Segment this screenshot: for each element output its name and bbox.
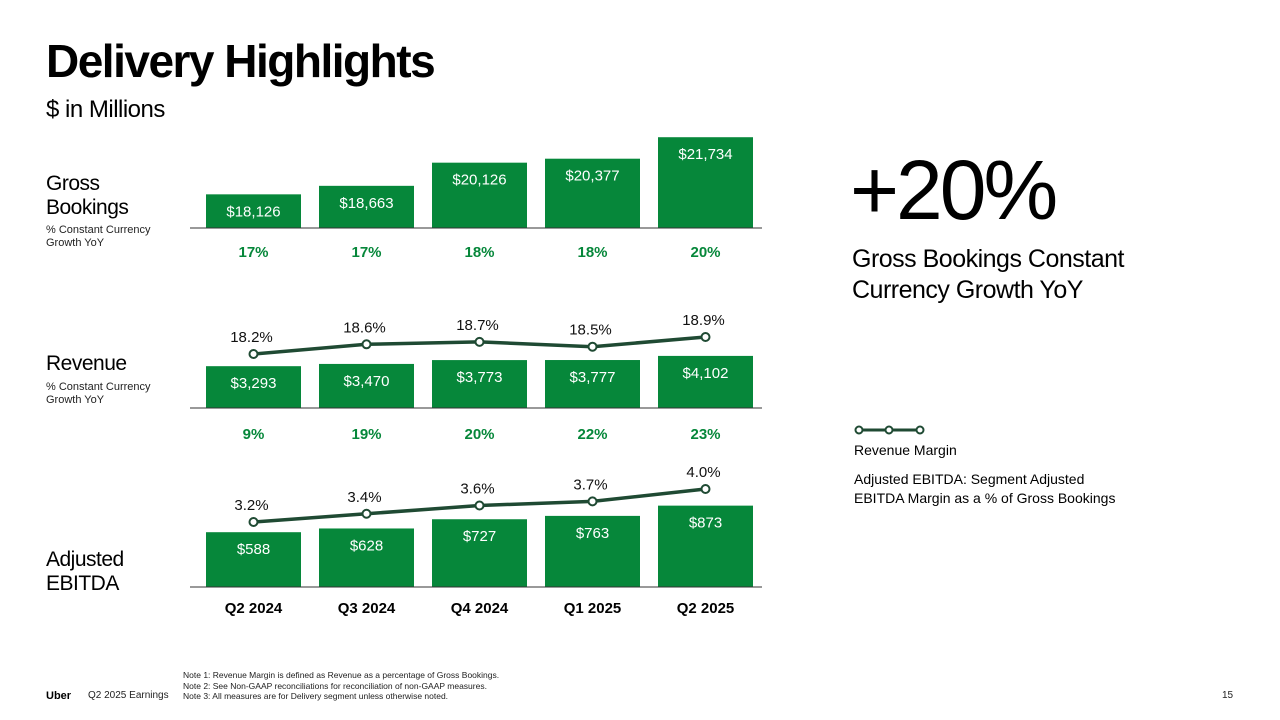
adjusted-ebitda-label: Adjusted EBITDA <box>46 548 124 595</box>
gross-bookings-value-label: $18,126 <box>226 203 280 220</box>
revenue-bar <box>545 360 640 408</box>
revenue-bar <box>319 363 414 408</box>
revenue-growth-label: 23% <box>690 426 720 443</box>
ebitda-margin-label: 3.2% <box>234 497 268 514</box>
revenue-growth-label: 19% <box>351 426 381 443</box>
gross-bookings-growth-label: 20% <box>690 244 720 261</box>
ebitda-margin-point <box>248 517 259 527</box>
gross-bookings-growth-label: 18% <box>464 244 494 261</box>
ebitda-margin-point <box>474 500 485 511</box>
ebitda-bar <box>206 532 301 587</box>
ebitda-value-label: $763 <box>576 525 609 542</box>
ebitda-value-label: $588 <box>237 541 270 558</box>
revenue-margin-legend-icon <box>854 425 925 435</box>
ebitda-value-label: $727 <box>463 528 496 545</box>
page-subtitle: $ in Millions <box>46 96 165 123</box>
footnote: Note 3: All measures are for Delivery se… <box>183 691 449 701</box>
revenue-value-label: $4,102 <box>683 365 729 382</box>
gross-bookings-bar <box>432 162 527 228</box>
revenue-value-label: $3,470 <box>344 373 390 390</box>
footnote: Note 2: See Non-GAAP reconciliations for… <box>183 680 487 691</box>
ebitda-bar <box>432 519 527 587</box>
page-title: Delivery Highlights <box>46 35 436 87</box>
revenue-growth-label: 22% <box>577 426 607 443</box>
ebitda-margin-label: 3.4% <box>347 489 381 506</box>
revenue-margin-point <box>361 339 372 350</box>
gross-bookings-growth-label: 17% <box>351 244 381 261</box>
gross-bookings-value-label: $18,663 <box>339 195 393 212</box>
gross-bookings-growth-label: 17% <box>238 244 268 261</box>
gross-bookings-bar <box>206 194 301 228</box>
revenue-bar <box>206 366 301 408</box>
brand-logo: Uber <box>46 690 72 702</box>
gross-bookings-label: Gross Bookings <box>46 172 129 219</box>
x-axis-tick-label: Q2 2025 <box>677 600 735 617</box>
revenue-growth-label: 20% <box>464 426 494 443</box>
revenue-label: Revenue <box>46 352 127 375</box>
revenue-margin-label: 18.9% <box>682 312 725 329</box>
x-axis-tick-label: Q1 2025 <box>564 600 622 617</box>
page-number: 15 <box>1222 690 1234 701</box>
ebitda-margin-point <box>587 496 598 507</box>
ebitda-margin-label: 3.6% <box>460 481 494 498</box>
gross-bookings-bar <box>319 185 414 228</box>
ebitda-value-label: $628 <box>350 537 383 554</box>
revenue-margin-label: 18.5% <box>569 322 612 339</box>
ebitda-value-label: $873 <box>689 515 722 532</box>
legend-label: Revenue Margin <box>854 442 957 458</box>
revenue-margin-point <box>474 336 485 347</box>
ebitda-bar <box>545 515 640 587</box>
x-axis-tick-label: Q4 2024 <box>451 600 509 617</box>
ebitda-margin-point <box>361 508 372 519</box>
revenue-value-label: $3,777 <box>570 369 616 386</box>
revenue-margin-point <box>700 332 711 342</box>
x-axis-tick-label: Q3 2024 <box>338 600 396 617</box>
gross-bookings-growth-label: 18% <box>577 244 607 261</box>
x-axis-tick-label: Q2 2024 <box>225 600 283 617</box>
footnote: Note 1: Revenue Margin is defined as Rev… <box>183 670 500 680</box>
highlight-value: +20% <box>850 143 1058 237</box>
revenue-margin-point <box>587 341 598 352</box>
gross-bookings-value-label: $20,377 <box>565 168 619 185</box>
revenue-margin-label: 18.7% <box>456 317 499 334</box>
footnotes: Note 1: Revenue Margin is defined as Rev… <box>183 670 499 702</box>
legend-note: Adjusted EBITDA: Segment Adjusted EBITDA… <box>854 471 1116 506</box>
highlight-caption: Gross Bookings Constant Currency Growth … <box>852 245 1124 304</box>
revenue-margin-point <box>248 349 259 359</box>
revenue-value-label: $3,293 <box>231 375 277 392</box>
gross-bookings-sublabel: % Constant Currency Growth YoY <box>46 224 151 249</box>
ebitda-margin-point <box>700 484 711 494</box>
gross-bookings-bar <box>658 137 753 228</box>
footer-event: Q2 2025 Earnings <box>88 690 169 701</box>
ebitda-margin-label: 4.0% <box>686 464 720 481</box>
revenue-bar <box>658 355 753 408</box>
revenue-margin-label: 18.6% <box>343 319 386 336</box>
ebitda-bar <box>319 528 414 587</box>
ebitda-bar <box>658 505 753 587</box>
revenue-growth-label: 9% <box>243 426 265 443</box>
revenue-bar <box>432 360 527 408</box>
revenue-sublabel: % Constant Currency Growth YoY <box>46 381 151 406</box>
revenue-margin-label: 18.2% <box>230 329 273 346</box>
gross-bookings-bar <box>545 158 640 228</box>
ebitda-margin-label: 3.7% <box>573 476 607 493</box>
gross-bookings-value-label: $20,126 <box>452 172 506 189</box>
revenue-value-label: $3,773 <box>457 369 503 386</box>
gross-bookings-value-label: $21,734 <box>678 146 732 163</box>
